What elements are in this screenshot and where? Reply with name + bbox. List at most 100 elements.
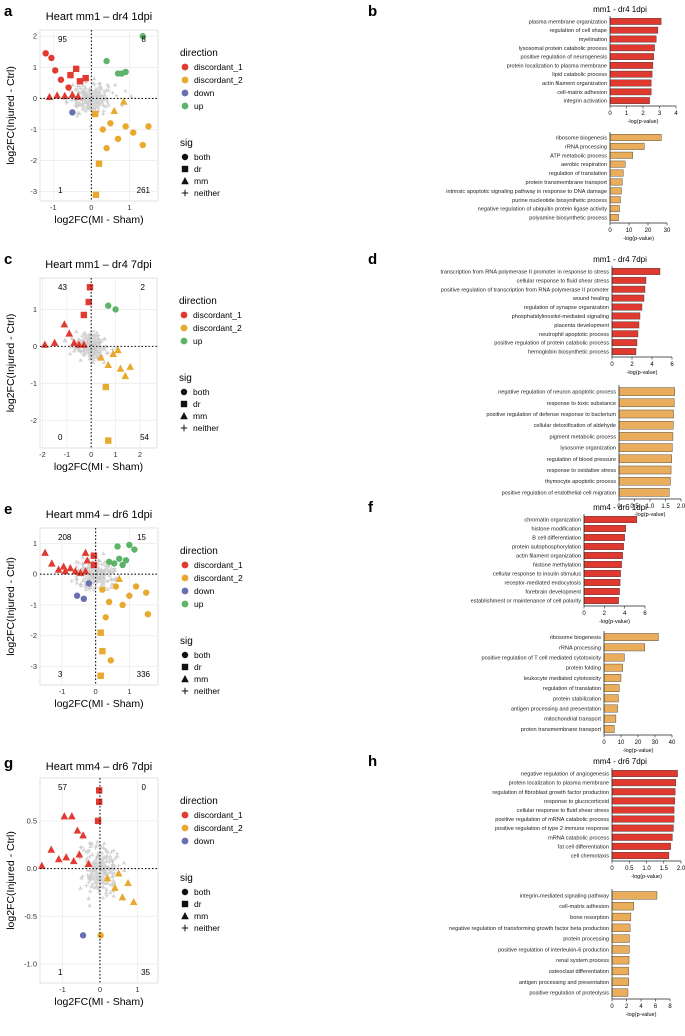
- point-discordant_1-e: [66, 564, 75, 572]
- legend-sig-title-e: sig: [180, 636, 193, 647]
- scatter-title-a: Heart mm1 – dr4 1dpi: [46, 11, 152, 23]
- legend-swatch-up-e: [181, 600, 189, 608]
- point-discordant_1-g: [94, 817, 102, 825]
- legend-label-down-a: down: [194, 88, 215, 98]
- bar-b-0: [609, 88, 652, 96]
- bar-x-tick-label-h: 0: [610, 1004, 614, 1010]
- point-discordant_2-a: [99, 126, 107, 133]
- bar-b-0: [609, 26, 659, 34]
- bar-category-label-b: negative regulation of ubiquitin protein…: [478, 207, 608, 213]
- neither-point-e: [100, 578, 105, 583]
- neither-point-g: [89, 852, 95, 857]
- y-tick-label-a: 0: [33, 94, 37, 103]
- point-discordant_1-g: [60, 812, 69, 820]
- y-tick-label-c: -2: [30, 416, 37, 425]
- bar-category-label-f: receptor-mediated endocytosis: [505, 581, 582, 587]
- neither-point-e: [80, 578, 85, 583]
- bar-h-0: [611, 770, 678, 778]
- bar-d-1: [618, 488, 670, 497]
- neither-point-a: [91, 97, 96, 102]
- legend-direction-title-g: direction: [180, 796, 218, 807]
- neither-point-c: [72, 347, 77, 352]
- neither-point-c: [81, 351, 87, 356]
- bar-category-label-d: positive regulation of defense response …: [486, 412, 616, 418]
- legend-swatch-discordant_2-e: [181, 574, 189, 582]
- bar-x-tick-label-f: 30: [652, 740, 659, 746]
- bar-x-tick-label-h: 1.0: [642, 866, 651, 872]
- point-discordant_2-e: [132, 583, 140, 590]
- bar-category-label-f: chromatin organization: [524, 518, 581, 524]
- bar-b-0: [609, 18, 662, 25]
- point-discordant_1-a: [65, 84, 72, 91]
- bar-d-1: [618, 454, 672, 464]
- point-up-e: [105, 558, 113, 566]
- bar-h-1: [611, 923, 631, 932]
- bar-h-0: [611, 788, 676, 796]
- neither-point-a: [89, 89, 94, 94]
- neither-point-c: [74, 329, 79, 334]
- bar-f-1: [603, 694, 619, 703]
- y-tick-label-c: -1: [30, 379, 37, 388]
- bar-category-label-d: phosphatidylinositol-mediated signaling: [512, 314, 609, 320]
- bar-b-1: [609, 205, 620, 213]
- point-discordant_2-c: [116, 364, 125, 372]
- bar-b-1: [609, 142, 645, 150]
- legend-sig-marker-dr-e: [181, 663, 189, 671]
- bar-b-1: [609, 134, 662, 141]
- bar-category-label-f: actin filament organization: [516, 554, 581, 560]
- neither-point-a: [80, 93, 85, 98]
- neither-point-g: [90, 884, 95, 889]
- y-tick-label-e: -3: [30, 662, 37, 671]
- neither-point-g: [115, 853, 120, 858]
- point-discordant_1-g: [95, 787, 103, 794]
- bar-category-label-f: B cell differentiation: [532, 536, 581, 542]
- legend-direction-title-c: direction: [179, 296, 217, 307]
- bar-category-label-d: lysosome organization: [560, 446, 616, 452]
- neither-point-a: [103, 103, 108, 108]
- point-discordant_1-g: [75, 850, 84, 858]
- y-tick-label-g: 0.0: [27, 864, 37, 873]
- point-discordant_2-a: [110, 106, 119, 115]
- neither-point-a: [91, 100, 97, 105]
- point-discordant_2-c: [126, 362, 134, 370]
- neither-point-a: [91, 76, 97, 81]
- scatter-title-c: Heart mm1 – dr4 7dpi: [45, 259, 151, 271]
- neither-point-g: [93, 863, 98, 868]
- quadrant-count-bottom-left-g: 1: [58, 968, 63, 977]
- bar-category-label-h: negative regulation of transforming grow…: [449, 926, 609, 932]
- bar-category-label-f: leukocyte mediated cytotoxicity: [524, 676, 601, 682]
- x-tick-label-a: 0: [89, 203, 93, 212]
- legend-sig-label-mm-c: mm: [193, 411, 207, 421]
- point-discordant_1-g: [47, 845, 56, 853]
- point-discordant_2-e: [112, 583, 120, 590]
- point-discordant_1-c: [70, 338, 78, 346]
- legend-sig-label-neither-g: neither: [194, 923, 220, 933]
- bar-x-tick-label-f: 2: [603, 611, 607, 617]
- neither-point-a: [73, 87, 78, 92]
- quadrant-count-bottom-right-e: 336: [137, 670, 151, 679]
- legend-sig-label-both-a: both: [194, 152, 211, 162]
- neither-point-e: [74, 564, 79, 569]
- legend-sig-marker-dr-g: [181, 900, 189, 908]
- legend-sig-label-both-g: both: [194, 887, 211, 897]
- bar-x-tick-label-b: 0: [608, 111, 612, 117]
- bar-x-tick-label-f: 40: [669, 740, 676, 746]
- x-tick-label-c: 0: [89, 450, 93, 459]
- bar-category-label-d: wound healing: [572, 296, 609, 302]
- point-discordant_2-a: [92, 191, 100, 198]
- point-discordant_1-c: [50, 338, 59, 346]
- point-discordant_2-c: [109, 349, 117, 357]
- neither-point-a: [99, 86, 104, 91]
- neither-point-g: [98, 875, 103, 880]
- point-discordant_2-c: [105, 437, 112, 444]
- bar-category-label-d: placenta development: [554, 323, 609, 329]
- legend-swatch-down-e: [181, 587, 189, 595]
- neither-point-g: [78, 885, 83, 890]
- neither-point-c: [98, 345, 103, 350]
- bar-x-tick-label-f: 20: [635, 740, 642, 746]
- point-up-e: [119, 561, 126, 569]
- bar-category-label-h: bone resorption: [570, 915, 609, 921]
- legend-sig-marker-mm-e: [181, 675, 189, 683]
- bar-d-1: [618, 432, 674, 441]
- point-down-e: [80, 595, 88, 603]
